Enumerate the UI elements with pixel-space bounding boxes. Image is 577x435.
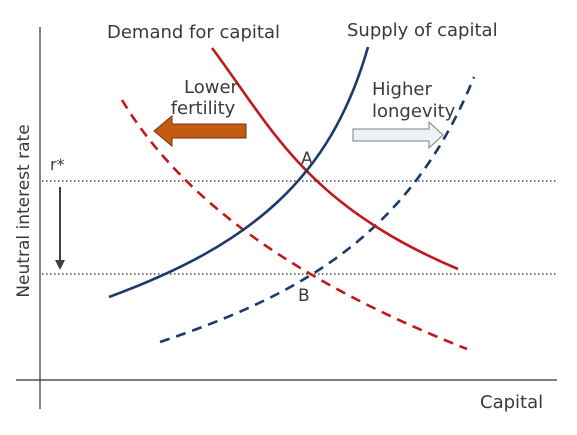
r-star-arrow-head [55, 260, 65, 270]
higher-longevity-arrow [352, 120, 444, 150]
supply-curve-original [108, 46, 370, 299]
higher-longevity-label-line1: Higher [372, 79, 432, 100]
point-b-label: B [298, 286, 310, 306]
lower-fertility-label-line1: Lower [184, 77, 239, 98]
lower-fertility-arrow [153, 114, 247, 148]
y-axis-label: Neutral interest rate [14, 124, 34, 297]
demand-curve-original [210, 47, 459, 271]
lower-fertility-label-line2: fertility [171, 98, 236, 119]
point-a-label: A [301, 149, 313, 169]
x-axis-label: Capital [480, 392, 543, 413]
higher-longevity-label-line2: longevity [372, 101, 456, 122]
r-star-label: r* [50, 155, 65, 174]
supply-title: Supply of capital [347, 20, 498, 41]
demand-title: Demand for capital [107, 22, 280, 43]
demand-curve-shifted [120, 99, 468, 351]
supply-curve-shifted [159, 76, 476, 344]
